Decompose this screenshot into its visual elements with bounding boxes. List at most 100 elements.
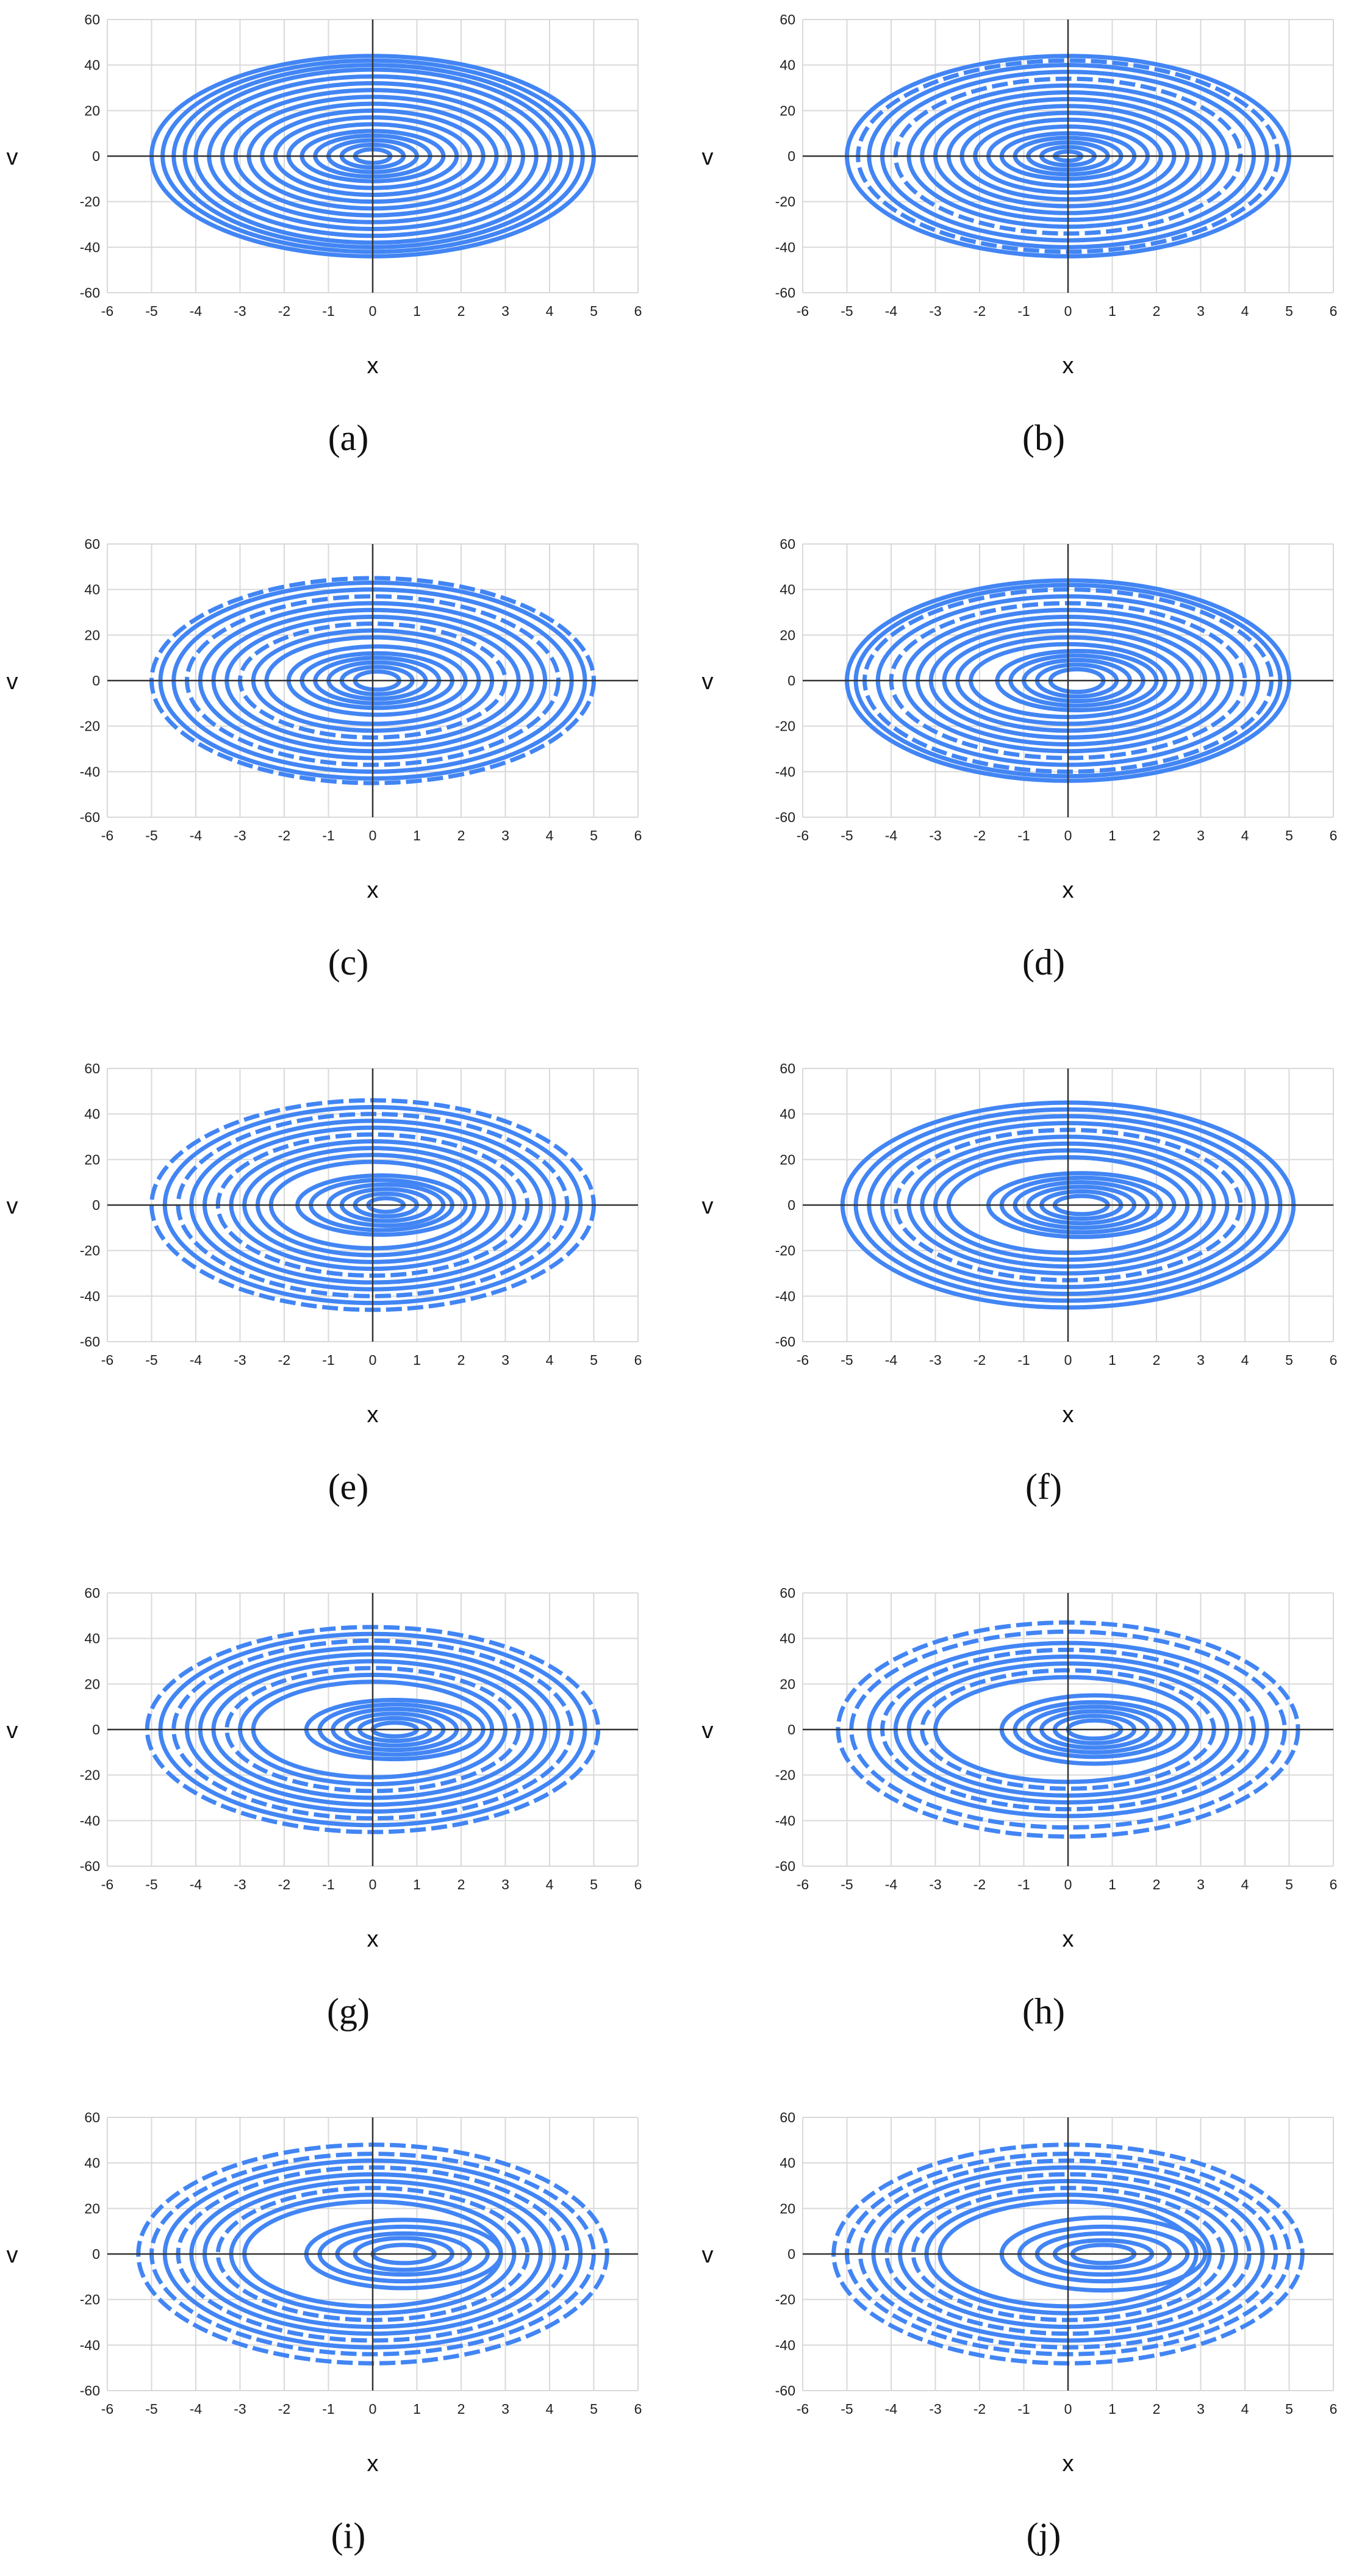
panel-label: (b) xyxy=(1022,418,1065,458)
y-tick-label: -60 xyxy=(80,2383,100,2399)
x-tick-label: 3 xyxy=(501,828,509,843)
y-tick-label: -20 xyxy=(775,1767,795,1783)
x-tick-label: 3 xyxy=(501,1352,509,1368)
x-tick-label: 1 xyxy=(1108,1352,1116,1368)
x-tick-label: 6 xyxy=(634,2401,642,2417)
x-tick-label: -1 xyxy=(1017,1352,1030,1368)
x-axis-title: x xyxy=(1063,353,1074,379)
x-tick-label: -3 xyxy=(929,1877,941,1892)
x-tick-label: 5 xyxy=(1285,2401,1293,2417)
y-tick-label: 60 xyxy=(780,536,795,552)
x-tick-label: 0 xyxy=(1064,1877,1072,1892)
x-tick-label: -4 xyxy=(885,828,898,843)
x-tick-label: -3 xyxy=(929,828,941,843)
x-tick-label: 5 xyxy=(590,1877,598,1892)
y-axis-title: v xyxy=(702,145,714,170)
x-axis-title: x xyxy=(367,878,379,903)
y-tick-label: 60 xyxy=(84,536,100,552)
y-tick-label: 20 xyxy=(84,2200,100,2216)
x-tick-label: -5 xyxy=(841,303,853,319)
x-tick-label: 0 xyxy=(369,1352,377,1368)
panel-label: (e) xyxy=(328,1467,369,1507)
x-axis-title: x xyxy=(367,1927,379,1952)
x-tick-label: 1 xyxy=(1108,828,1116,843)
chart-panel: -6 -5 -4 -3 -2 -1 0 1 2 3 4 5 6 -60 -40 -20 0 20 40 60 x v (i) xyxy=(7,2109,642,2556)
x-tick-label: -3 xyxy=(234,303,246,319)
x-tick-label: 4 xyxy=(546,2401,554,2417)
x-tick-label: -5 xyxy=(841,1352,853,1368)
x-tick-label: -3 xyxy=(929,303,941,319)
y-tick-label: -40 xyxy=(775,764,795,779)
x-tick-label: -2 xyxy=(278,1877,290,1892)
x-tick-label: 4 xyxy=(1241,303,1249,319)
x-tick-label: -4 xyxy=(885,303,898,319)
y-tick-label: 0 xyxy=(787,1197,795,1213)
y-tick-label: 40 xyxy=(84,57,100,73)
x-tick-label: 2 xyxy=(457,2401,465,2417)
y-tick-label: 40 xyxy=(84,1106,100,1122)
y-tick-label: 60 xyxy=(84,1061,100,1076)
x-tick-label: 1 xyxy=(413,1877,421,1892)
panel-label: (j) xyxy=(1027,2516,1061,2556)
y-tick-label: 40 xyxy=(84,1631,100,1647)
x-tick-label: 2 xyxy=(457,1877,465,1892)
x-tick-label: -4 xyxy=(190,2401,203,2417)
y-tick-label: 0 xyxy=(92,148,100,164)
y-tick-label: -20 xyxy=(80,1243,100,1259)
y-tick-label: -60 xyxy=(775,2383,795,2399)
panel-label: (c) xyxy=(328,942,369,982)
x-tick-label: -2 xyxy=(973,1877,986,1892)
x-tick-label: 3 xyxy=(1197,1352,1205,1368)
chart-panel: -6 -5 -4 -3 -2 -1 0 1 2 3 4 5 6 -60 -40 -20 0 20 40 60 x v (j) xyxy=(702,2109,1338,2556)
y-tick-label: -60 xyxy=(80,809,100,825)
x-tick-label: 1 xyxy=(413,2401,421,2417)
x-tick-label: -5 xyxy=(841,828,853,843)
y-tick-label: 40 xyxy=(780,1631,795,1647)
y-tick-label: -20 xyxy=(80,718,100,734)
y-axis-title: v xyxy=(7,1193,18,1219)
x-tick-label: 6 xyxy=(1330,303,1338,319)
x-tick-label: -2 xyxy=(278,2401,290,2417)
chart-panel: -6 -5 -4 -3 -2 -1 0 1 2 3 4 5 6 -60 -40 -20 0 20 40 60 x v (h) xyxy=(702,1585,1338,2031)
x-tick-label: 3 xyxy=(1197,828,1205,843)
y-tick-label: 40 xyxy=(780,57,795,73)
y-tick-label: 40 xyxy=(780,1106,795,1122)
x-tick-label: 1 xyxy=(1108,1877,1116,1892)
x-tick-label: -6 xyxy=(101,1352,113,1368)
x-tick-label: 0 xyxy=(369,303,377,319)
x-tick-label: 1 xyxy=(413,828,421,843)
y-tick-label: 40 xyxy=(84,2155,100,2171)
x-tick-label: 0 xyxy=(369,1877,377,1892)
x-tick-label: -5 xyxy=(841,2401,853,2417)
x-tick-label: -3 xyxy=(929,2401,941,2417)
x-tick-label: -4 xyxy=(190,828,203,843)
y-axis-title: v xyxy=(7,669,18,695)
x-tick-label: 5 xyxy=(590,2401,598,2417)
x-tick-label: -2 xyxy=(973,2401,986,2417)
chart-panel: -6 -5 -4 -3 -2 -1 0 1 2 3 4 5 6 -60 -40 -20 0 20 40 60 x v (e) xyxy=(7,1061,642,1507)
x-tick-label: 6 xyxy=(634,1352,642,1368)
y-tick-label: 60 xyxy=(84,2109,100,2125)
chart-panel: -6 -5 -4 -3 -2 -1 0 1 2 3 4 5 6 -60 -40 -20 0 20 40 60 x v (a) xyxy=(7,12,642,458)
x-tick-label: -4 xyxy=(190,303,203,319)
chart-panel: -6 -5 -4 -3 -2 -1 0 1 2 3 4 5 6 -60 -40 -20 0 20 40 60 x v (g) xyxy=(7,1585,642,2031)
y-tick-label: 20 xyxy=(84,1151,100,1167)
chart-panel: -6 -5 -4 -3 -2 -1 0 1 2 3 4 5 6 -60 -40 -20 0 20 40 60 x v (c) xyxy=(7,536,642,982)
x-axis-title: x xyxy=(367,1402,379,1428)
x-axis-title: x xyxy=(1063,878,1074,903)
y-tick-label: 60 xyxy=(780,1585,795,1601)
x-tick-label: 3 xyxy=(501,303,509,319)
chart-panel: -6 -5 -4 -3 -2 -1 0 1 2 3 4 5 6 -60 -40 -20 0 20 40 60 x v (b) xyxy=(702,12,1338,458)
y-tick-label: 60 xyxy=(780,12,795,27)
x-tick-label: 0 xyxy=(1064,2401,1072,2417)
x-tick-label: 5 xyxy=(590,303,598,319)
x-tick-label: 1 xyxy=(1108,2401,1116,2417)
x-axis-title: x xyxy=(1063,1402,1074,1428)
x-tick-label: 1 xyxy=(413,1352,421,1368)
y-tick-label: 20 xyxy=(780,627,795,643)
y-tick-label: -40 xyxy=(775,2337,795,2353)
x-tick-label: -1 xyxy=(322,2401,334,2417)
y-tick-label: 0 xyxy=(787,1722,795,1737)
y-tick-label: -60 xyxy=(80,1858,100,1874)
y-tick-label: -20 xyxy=(80,1767,100,1783)
